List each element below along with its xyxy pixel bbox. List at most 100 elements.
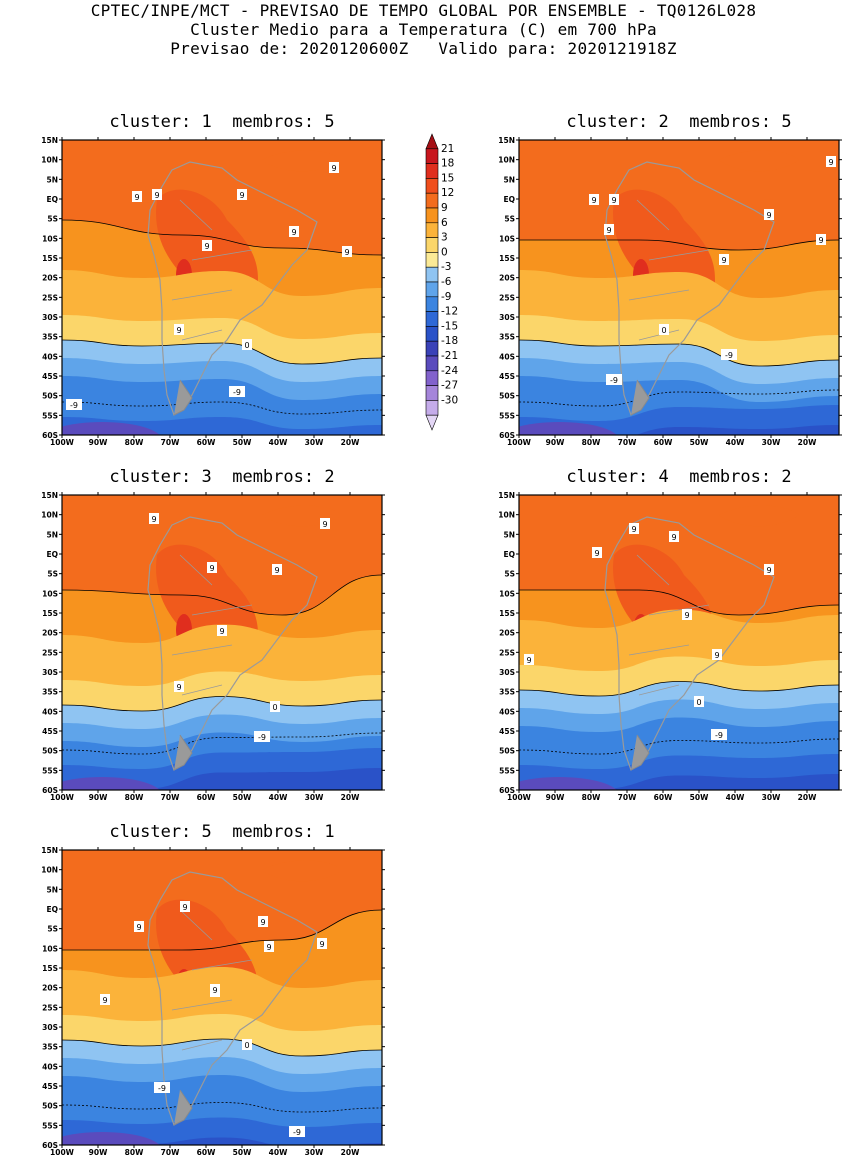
svg-text:9: 9 — [136, 923, 141, 932]
colorbar-swatch — [425, 296, 439, 312]
lon-tick-label: 100W — [50, 793, 75, 801]
lon-tick-label: 30W — [762, 438, 781, 446]
lon-tick-label: 40W — [269, 1148, 288, 1156]
contour-label: -9 — [606, 374, 622, 385]
colorbar-label: -30 — [441, 394, 458, 406]
contour-label: -9 — [154, 1082, 170, 1093]
map-panel-3: 9 9 9 9 9 9 0 -9 15N 10N 5N EQ 5S 10S 15S 20S 25S 30S 35S 4… — [41, 491, 385, 801]
svg-text:9: 9 — [526, 656, 531, 665]
south-america-outline — [147, 871, 318, 1126]
lat-tick-label: 60S — [42, 1141, 58, 1150]
lat-tick-label: 20S — [42, 274, 58, 283]
svg-text:-9: -9 — [70, 401, 78, 410]
colorbar-label: 3 — [441, 232, 448, 244]
lon-tick-label: 50W — [233, 793, 252, 801]
contour-label: 9 — [764, 209, 774, 220]
colorbar-swatch — [425, 148, 439, 164]
contour-label: 9 — [134, 921, 144, 932]
svg-text:0: 0 — [696, 698, 701, 707]
lat-tick-label: 55S — [499, 766, 515, 775]
lat-tick-label: 5S — [504, 215, 515, 224]
lat-tick-label: EQ — [47, 550, 59, 559]
map-frame — [518, 494, 840, 791]
contour-9 — [62, 219, 382, 256]
map-panel-4: 9 9 9 9 9 9 9 0 -9 15N 10N 5N EQ 5S 10S 15S 20S 25S 30S 35S… — [498, 491, 842, 801]
temp-band-neg15-neg12 — [62, 1137, 382, 1145]
temp-band-neg18 — [62, 422, 160, 435]
svg-text:9: 9 — [219, 627, 224, 636]
colorbar-swatch — [425, 163, 439, 179]
south-america-outline — [147, 516, 318, 771]
colorbar-swatch — [425, 340, 439, 357]
colorbar-swatch — [425, 207, 439, 224]
lat-tick-label: 5N — [47, 175, 59, 184]
contour-label: 9 — [264, 941, 274, 952]
lon-tick-label: 20W — [341, 793, 360, 801]
lat-tick-label: 40S — [42, 1062, 58, 1071]
svg-text:-9: -9 — [293, 1128, 301, 1137]
lat-tick-label: 60S — [42, 786, 58, 795]
lat-tick-label: 50S — [42, 747, 58, 756]
contour-label: 0 — [270, 701, 280, 712]
colorbar-label: 12 — [441, 187, 454, 199]
country-borders — [171, 909, 253, 1051]
colorbar-swatch — [425, 400, 439, 416]
lon-tick-label: 50W — [233, 1148, 252, 1156]
contour-label: 9 — [317, 938, 327, 949]
temp-band-9-12-north — [262, 860, 342, 882]
contour-label: 9 — [217, 625, 227, 636]
svg-text:-9: -9 — [158, 1084, 166, 1093]
lat-tick-label: 5S — [504, 570, 515, 579]
lat-tick-label: 50S — [499, 747, 515, 756]
lat-tick-label: 40S — [42, 352, 58, 361]
lat-tick-label: 25S — [499, 293, 515, 302]
lat-tick-label: 35S — [499, 333, 515, 342]
colorbar-label: -12 — [441, 306, 458, 318]
figure-dates: Previsao de: 2020120600Z Valido para: 20… — [170, 39, 677, 58]
lat-tick-label: 10S — [42, 234, 58, 243]
contour-label: 9 — [258, 916, 268, 927]
panel-1-title: cluster: 1 membros: 5 — [109, 112, 335, 132]
lat-tick-label: 35S — [42, 1043, 58, 1052]
map-panel-2: 9 9 9 9 9 9 9 0 -9 -9 15N 10N 5N EQ 5S 10S 15S 20S 25S 30S 3… — [498, 136, 842, 446]
colorbar-swatch — [425, 311, 439, 327]
lat-tick-label: 35S — [42, 333, 58, 342]
temp-band-neg18 — [62, 777, 160, 790]
svg-text:9: 9 — [721, 256, 726, 265]
country-borders — [628, 554, 710, 696]
colorbar-label: -3 — [441, 261, 451, 273]
lat-tick-label: EQ — [504, 195, 516, 204]
colorbar-label: 18 — [441, 158, 454, 170]
contour-label: 9 — [342, 246, 352, 257]
colorbar-label: 0 — [441, 246, 448, 258]
svg-text:9: 9 — [209, 564, 214, 573]
lat-tick-label: 45S — [42, 372, 58, 381]
colorbar-swatch — [425, 326, 439, 342]
panel-5-title: cluster: 5 membros: 1 — [109, 822, 335, 842]
contour-label: 9 — [180, 901, 190, 912]
svg-text:0: 0 — [244, 1041, 249, 1050]
lon-tick-label: 30W — [305, 793, 324, 801]
lon-tick-label: 70W — [618, 438, 637, 446]
lat-tick-label: 5N — [504, 175, 516, 184]
contour-0 — [62, 1038, 382, 1057]
svg-text:9: 9 — [274, 566, 279, 575]
contour-label: 9 — [237, 189, 247, 200]
lon-tick-label: 80W — [125, 1148, 144, 1156]
lon-tick-label: 60W — [197, 793, 216, 801]
contour-label: 9 — [149, 513, 159, 524]
contour-label: 9 — [816, 234, 826, 245]
contour-label: 9 — [682, 609, 692, 620]
colorbar-label: 21 — [441, 143, 454, 155]
contour-label: 9 — [289, 226, 299, 237]
lon-tick-label: 80W — [582, 438, 601, 446]
lat-tick-label: 30S — [42, 313, 58, 322]
patagonia-islands — [173, 1089, 193, 1126]
svg-text:9: 9 — [239, 191, 244, 200]
lon-tick-label: 100W — [50, 1148, 75, 1156]
lat-tick-label: 35S — [42, 688, 58, 697]
lon-tick-label: 30W — [305, 1148, 324, 1156]
svg-text:-9: -9 — [725, 351, 733, 360]
svg-text:9: 9 — [344, 248, 349, 257]
colorbar-label: -15 — [441, 320, 458, 332]
